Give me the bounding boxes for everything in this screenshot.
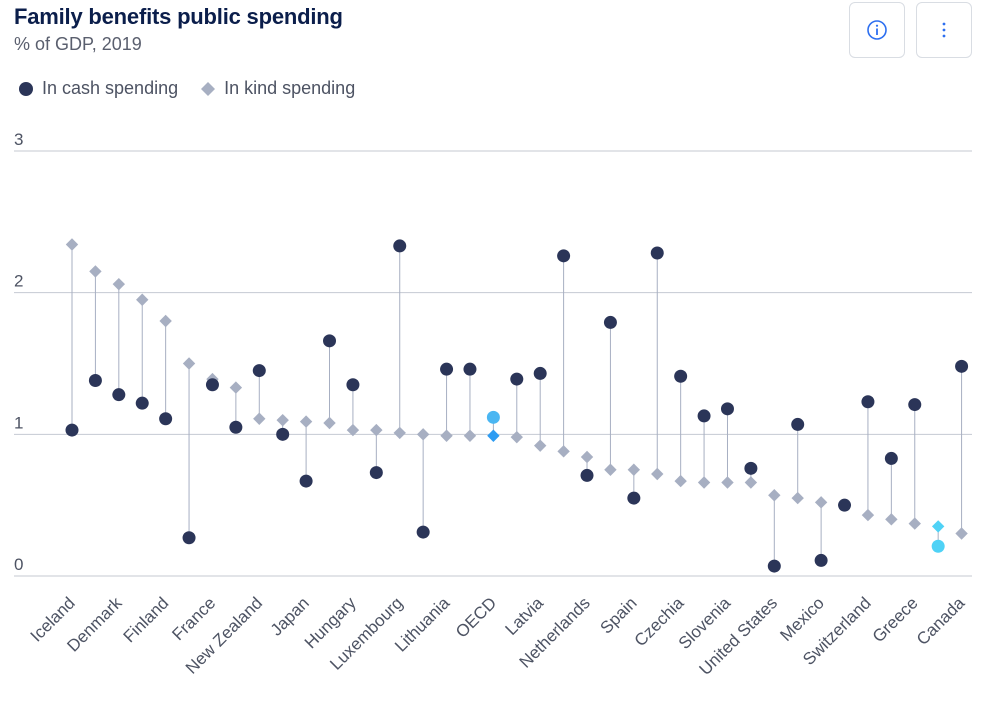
- x-tick-label: Spain: [596, 593, 640, 637]
- in-cash-point[interactable]: [159, 412, 173, 426]
- in-cash-point[interactable]: [908, 398, 922, 412]
- in-kind-point[interactable]: [112, 277, 126, 291]
- in-kind-point[interactable]: [89, 265, 102, 278]
- in-kind-point[interactable]: [580, 450, 594, 464]
- in-cash-point[interactable]: [510, 372, 524, 386]
- in-cash-point[interactable]: [814, 553, 828, 567]
- in-kind-point[interactable]: [908, 517, 921, 530]
- in-kind-point[interactable]: [182, 357, 196, 370]
- in-kind-point[interactable]: [721, 476, 734, 489]
- in-cash-point[interactable]: [931, 539, 945, 553]
- circle-marker-icon: [19, 81, 33, 96]
- in-kind-point[interactable]: [814, 496, 828, 509]
- chart-title: Family benefits public spending: [14, 4, 343, 29]
- in-cash-point[interactable]: [650, 246, 664, 260]
- in-cash-point[interactable]: [440, 362, 454, 376]
- y-tick-label: 1: [14, 413, 23, 432]
- in-cash-point[interactable]: [463, 362, 477, 376]
- x-tick-label: Canada: [913, 593, 969, 649]
- in-kind-point[interactable]: [253, 412, 266, 425]
- in-kind-point[interactable]: [463, 429, 477, 442]
- in-kind-point[interactable]: [65, 238, 79, 251]
- in-kind-point[interactable]: [136, 293, 149, 306]
- in-cash-point[interactable]: [369, 466, 383, 480]
- x-tick-label: Greece: [869, 593, 922, 646]
- in-cash-point[interactable]: [299, 474, 313, 488]
- in-kind-point[interactable]: [651, 467, 664, 481]
- more-options-button[interactable]: [916, 2, 972, 58]
- chart-subtitle: % of GDP, 2019: [14, 34, 142, 54]
- in-cash-point[interactable]: [533, 366, 547, 380]
- in-cash-point[interactable]: [112, 388, 126, 402]
- in-kind-point[interactable]: [955, 527, 968, 540]
- in-cash-point[interactable]: [674, 369, 688, 383]
- legend-label-cash: In cash spending: [42, 78, 179, 98]
- in-kind-point[interactable]: [299, 415, 313, 428]
- in-kind-point[interactable]: [159, 314, 172, 328]
- in-cash-point[interactable]: [416, 525, 430, 539]
- in-cash-point[interactable]: [323, 334, 337, 348]
- y-tick-label: 2: [14, 272, 23, 291]
- in-kind-point[interactable]: [229, 381, 243, 394]
- in-kind-point[interactable]: [487, 429, 500, 442]
- in-cash-point[interactable]: [135, 396, 149, 410]
- legend-item-cash[interactable]: In cash spending: [18, 78, 178, 99]
- in-kind-point[interactable]: [861, 508, 875, 522]
- in-cash-point[interactable]: [720, 402, 734, 416]
- in-kind-point[interactable]: [393, 426, 406, 440]
- in-cash-point[interactable]: [557, 249, 571, 263]
- y-tick-label: 0: [14, 555, 23, 574]
- in-cash-point[interactable]: [88, 374, 102, 387]
- in-cash-point[interactable]: [252, 364, 266, 378]
- in-cash-point[interactable]: [791, 417, 805, 431]
- in-cash-point[interactable]: [65, 423, 79, 437]
- in-kind-point[interactable]: [768, 489, 781, 502]
- chart-legend: In cash spending In kind spending: [18, 78, 377, 99]
- legend-label-kind: In kind spending: [224, 78, 356, 98]
- in-cash-point[interactable]: [627, 491, 641, 505]
- in-cash-point[interactable]: [861, 395, 875, 409]
- in-cash-point[interactable]: [346, 378, 360, 392]
- in-cash-point[interactable]: [603, 315, 617, 329]
- in-cash-point[interactable]: [486, 410, 500, 424]
- in-kind-point[interactable]: [931, 520, 945, 533]
- in-kind-point[interactable]: [346, 423, 360, 437]
- diamond-marker-icon: [201, 81, 216, 96]
- in-kind-point[interactable]: [557, 445, 570, 458]
- legend-item-kind[interactable]: In kind spending: [200, 78, 355, 99]
- in-kind-point[interactable]: [510, 430, 523, 444]
- in-kind-point[interactable]: [791, 491, 804, 505]
- in-kind-point[interactable]: [744, 476, 758, 489]
- in-cash-point[interactable]: [955, 359, 969, 373]
- in-kind-point[interactable]: [440, 429, 453, 442]
- in-cash-point[interactable]: [744, 461, 758, 475]
- in-cash-point[interactable]: [229, 420, 243, 434]
- in-cash-point[interactable]: [182, 531, 196, 545]
- in-kind-point[interactable]: [416, 428, 430, 441]
- in-cash-point[interactable]: [205, 378, 219, 392]
- in-cash-point[interactable]: [838, 498, 852, 512]
- more-vertical-icon: [942, 22, 946, 38]
- in-kind-point[interactable]: [674, 474, 687, 488]
- in-kind-point[interactable]: [276, 413, 289, 427]
- info-button[interactable]: [849, 2, 905, 58]
- in-kind-point[interactable]: [534, 439, 547, 452]
- in-kind-point[interactable]: [604, 463, 617, 476]
- x-tick-label: OECD: [452, 593, 500, 641]
- in-kind-point[interactable]: [627, 463, 641, 476]
- y-tick-label: 3: [14, 130, 23, 149]
- in-cash-point[interactable]: [393, 239, 407, 253]
- info-icon: [867, 20, 887, 40]
- in-kind-point[interactable]: [885, 513, 898, 526]
- in-cash-point[interactable]: [884, 451, 898, 465]
- in-kind-point[interactable]: [323, 416, 336, 430]
- in-cash-point[interactable]: [767, 559, 781, 573]
- in-kind-point[interactable]: [370, 423, 383, 437]
- in-kind-point[interactable]: [697, 476, 711, 489]
- in-cash-point[interactable]: [697, 409, 711, 423]
- in-cash-point[interactable]: [580, 468, 594, 482]
- in-cash-point[interactable]: [276, 427, 290, 441]
- x-tick-label: Finland: [120, 593, 173, 646]
